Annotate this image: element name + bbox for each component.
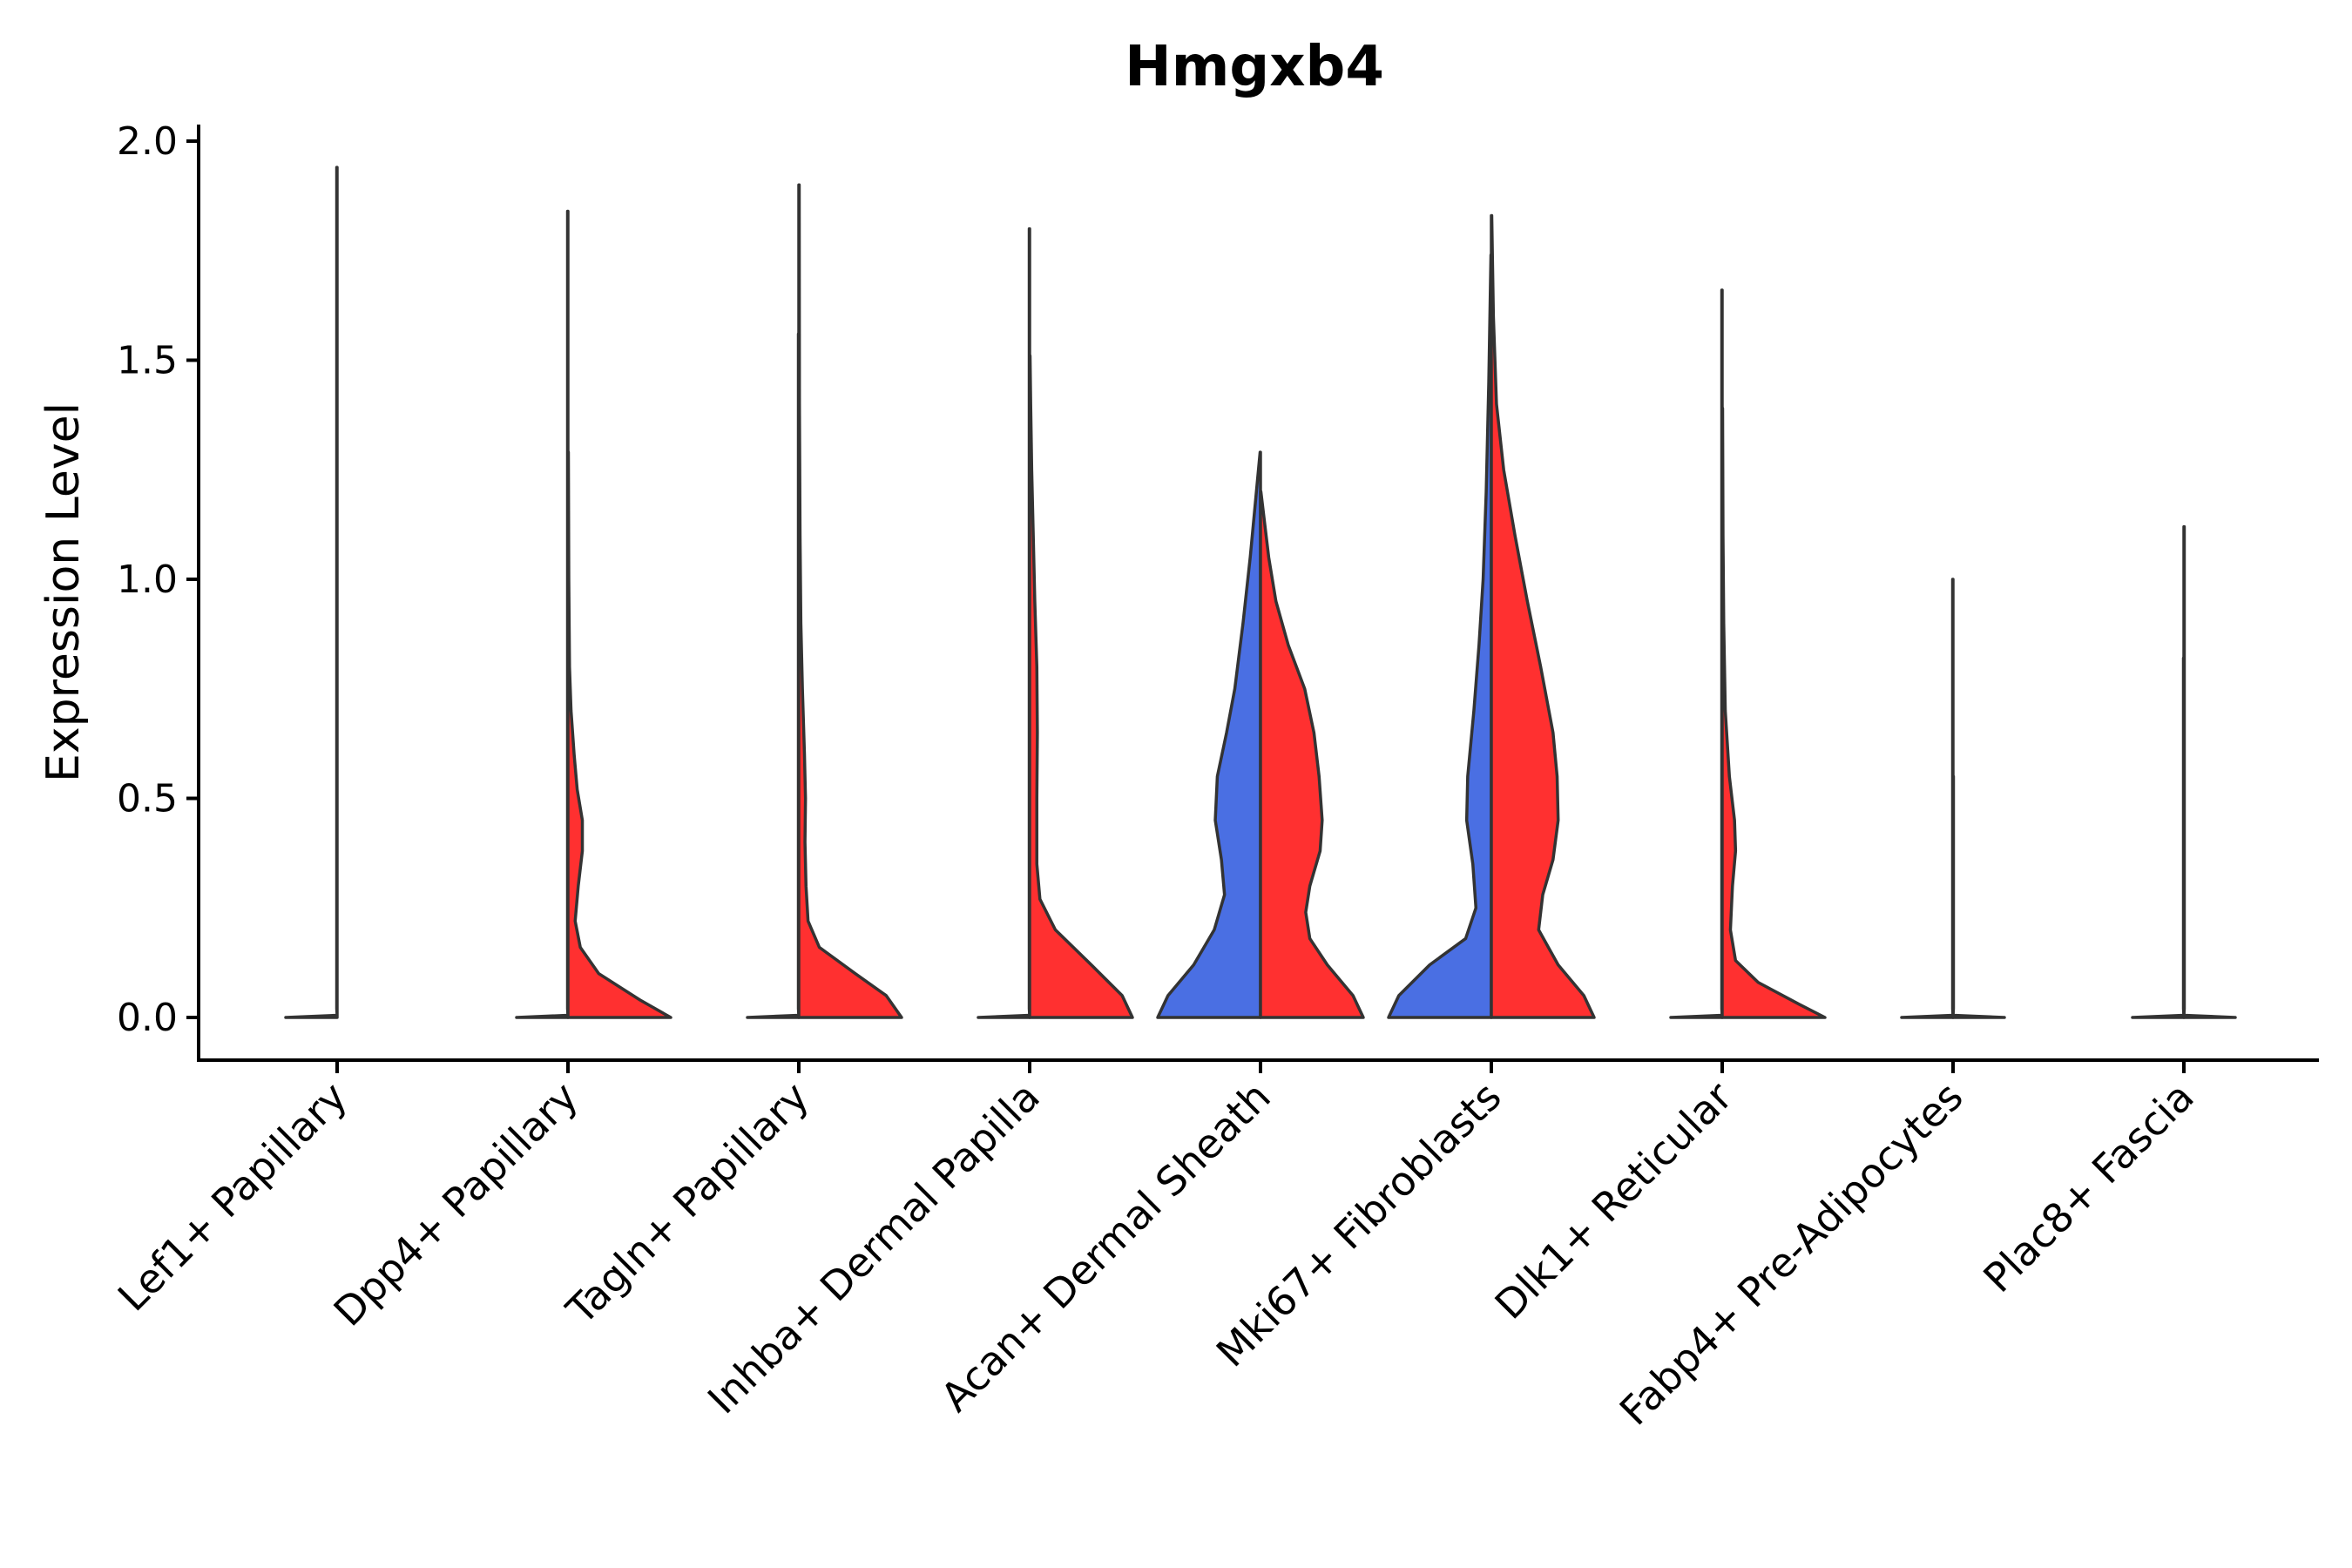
plot-area xyxy=(284,166,2237,1019)
violin-inhba-dermal-papilla-right xyxy=(1028,354,1134,1019)
violin-dpp4-papillary-left xyxy=(515,209,570,1019)
y-axis-label: Expression Level xyxy=(37,402,90,782)
x-tick-label-tagln-papillary: Tagln+ Papillary xyxy=(557,1073,818,1335)
violin-acan-dermal-sheath-left xyxy=(1156,450,1262,1019)
y-axis-ticks: 0.0 0.5 1.0 1.5 2.0 xyxy=(117,119,199,1040)
x-tick-label-dpp4-papillary: Dpp4+ Papillary xyxy=(325,1073,587,1335)
violin-tagln-papillary-left xyxy=(746,332,801,1019)
violin-inhba-dermal-papilla-left xyxy=(977,226,1031,1019)
violin-fabp4-pre-adipocytes-right xyxy=(1951,774,2006,1019)
y-tick-label: 0.5 xyxy=(117,777,178,821)
x-tick-label-lef1-papillary: Lef1+ Papillary xyxy=(109,1073,356,1321)
violin-dpp4-papillary-right xyxy=(566,450,672,1019)
violin-dlk1-reticular-right xyxy=(1720,407,1827,1019)
violin-fabp4-pre-adipocytes-left xyxy=(1900,578,1955,1019)
violin-plac8-fascia-right xyxy=(2182,524,2237,1019)
violin-lef1-papillary-left xyxy=(284,166,339,1019)
violin-plac8-fascia-left xyxy=(2131,656,2186,1019)
x-tick-label-plac8-fascia: Plac8+ Fascia xyxy=(1974,1073,2202,1301)
violin-mki67-fibroblasts-left xyxy=(1387,253,1493,1019)
y-tick-label: 1.0 xyxy=(117,558,178,602)
y-tick-label: 0.0 xyxy=(117,996,178,1040)
y-tick-label: 1.5 xyxy=(117,339,178,383)
chart-title: Hmgxb4 xyxy=(1125,35,1384,99)
x-tick-label-dlk1-reticular: Dlk1+ Reticular xyxy=(1486,1073,1741,1328)
violin-acan-dermal-sheath-right xyxy=(1259,490,1365,1019)
violin-dlk1-reticular-left xyxy=(1669,288,1724,1019)
violin-mki67-fibroblasts-right xyxy=(1490,213,1596,1019)
y-tick-label: 2.0 xyxy=(117,119,178,164)
violin-tagln-papillary-right xyxy=(797,183,903,1019)
